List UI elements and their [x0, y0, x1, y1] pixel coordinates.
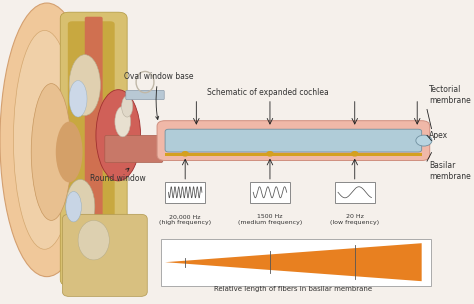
Circle shape [352, 152, 358, 156]
Text: Oval window base: Oval window base [124, 72, 193, 119]
Text: 1500 Hz
(medium frequency): 1500 Hz (medium frequency) [238, 214, 302, 225]
Circle shape [182, 152, 188, 156]
FancyBboxPatch shape [60, 12, 127, 286]
Ellipse shape [78, 220, 109, 260]
FancyBboxPatch shape [126, 90, 164, 100]
FancyBboxPatch shape [250, 182, 290, 203]
Ellipse shape [122, 96, 133, 117]
FancyBboxPatch shape [165, 129, 422, 152]
Text: Basilar
membrane: Basilar membrane [429, 161, 471, 181]
Ellipse shape [56, 122, 82, 182]
Ellipse shape [0, 3, 94, 277]
FancyBboxPatch shape [63, 214, 147, 296]
Ellipse shape [66, 179, 95, 234]
Ellipse shape [13, 30, 76, 249]
Text: Round window: Round window [91, 168, 146, 183]
Circle shape [416, 135, 432, 146]
Ellipse shape [66, 192, 82, 222]
Polygon shape [165, 243, 422, 281]
Ellipse shape [69, 55, 100, 116]
Ellipse shape [69, 81, 87, 117]
FancyBboxPatch shape [85, 17, 103, 281]
FancyBboxPatch shape [335, 182, 374, 203]
FancyBboxPatch shape [165, 182, 205, 203]
Text: Apex: Apex [429, 131, 448, 140]
Text: Relative length of fibers in basilar membrane: Relative length of fibers in basilar mem… [214, 286, 373, 292]
Text: Schematic of expanded cochlea: Schematic of expanded cochlea [207, 88, 328, 97]
FancyBboxPatch shape [105, 135, 163, 163]
Text: Tectorial
membrane: Tectorial membrane [429, 85, 471, 105]
FancyBboxPatch shape [68, 21, 115, 277]
Text: 20,000 Hz
(high frequency): 20,000 Hz (high frequency) [159, 214, 211, 225]
Circle shape [267, 152, 273, 156]
Bar [161, 239, 430, 286]
Text: 20 Hz
(low frequency): 20 Hz (low frequency) [330, 214, 379, 225]
Ellipse shape [115, 106, 130, 137]
Bar [165, 153, 422, 156]
Ellipse shape [31, 84, 72, 220]
FancyBboxPatch shape [157, 121, 430, 161]
Ellipse shape [96, 90, 141, 181]
